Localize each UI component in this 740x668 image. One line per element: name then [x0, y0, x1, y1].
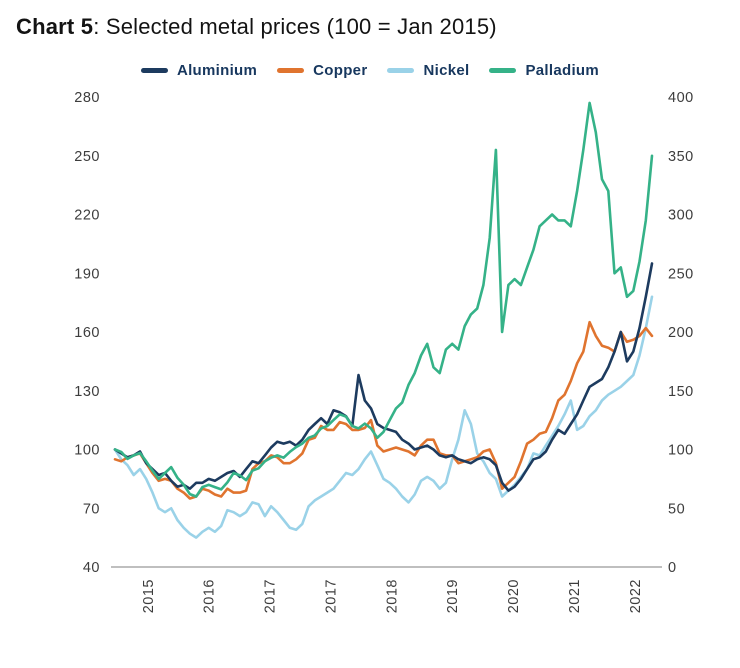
legend-label-aluminium: Aluminium	[176, 62, 258, 79]
y-axis-label-right: 350	[668, 149, 694, 165]
y-axis-label-right: 300	[668, 208, 694, 224]
y-axis-label-right: 200	[668, 325, 694, 341]
y-axis-label-left: 40	[83, 560, 100, 576]
legend-item-aluminium: Aluminium	[140, 62, 258, 79]
y-axis-label-left: 70	[83, 501, 100, 517]
x-axis-label: 2017	[323, 579, 339, 613]
x-axis-label: 2022	[628, 579, 644, 613]
x-axis-label: 2018	[384, 579, 400, 613]
y-axis-label-right: 100	[668, 443, 694, 459]
y-axis-label-left: 280	[74, 90, 100, 106]
x-axis-label: 2017	[263, 579, 279, 613]
y-axis-label-left: 190	[74, 266, 100, 282]
chart-area: 280 250 220 190 160 130 100 70 40 400 350 300 250 200…	[0, 85, 740, 663]
series-line-palladium	[113, 101, 654, 498]
y-axis-label-right: 250	[668, 266, 694, 282]
x-axis-label: 2020	[506, 579, 522, 613]
x-axis-label: 2021	[567, 579, 583, 613]
legend-label-palladium: Palladium	[525, 62, 600, 79]
line-chart: 280 250 220 190 160 130 100 70 40 400 350 300 250 200…	[74, 90, 694, 613]
x-axis-label: 2019	[445, 579, 461, 613]
chart-title-rest: : Selected metal prices (100 = Jan 2015)	[93, 14, 497, 39]
series-line-nickel	[113, 295, 654, 539]
y-axis-label-right: 0	[668, 560, 677, 576]
y-axis-label-left: 250	[74, 149, 100, 165]
chart-legend: Aluminium Copper Nickel Palladium	[0, 62, 740, 79]
series-line-aluminium	[113, 262, 654, 492]
legend-swatch-nickel	[387, 68, 415, 73]
series-line-copper	[113, 320, 654, 500]
y-axis-label-left: 130	[74, 384, 100, 400]
legend-swatch-copper	[277, 68, 305, 73]
y-axis-label-left: 100	[74, 443, 100, 459]
x-axis-label: 2016	[202, 579, 218, 613]
x-axis-label: 2015	[141, 579, 157, 613]
chart-title: Chart 5: Selected metal prices (100 = Ja…	[0, 14, 740, 40]
legend-item-palladium: Palladium	[489, 62, 599, 79]
y-axis-label-left: 160	[74, 325, 100, 341]
y-axis-label-left: 220	[74, 208, 100, 224]
y-axis-label-right: 50	[668, 501, 685, 517]
legend-item-nickel: Nickel	[387, 62, 469, 79]
y-axis-label-right: 400	[668, 90, 694, 106]
legend-label-nickel: Nickel	[423, 62, 470, 79]
y-axis-label-right: 150	[668, 384, 694, 400]
legend-item-copper: Copper	[277, 62, 367, 79]
legend-label-copper: Copper	[313, 62, 368, 79]
legend-swatch-palladium	[489, 68, 517, 73]
chart-title-bold: Chart 5	[16, 14, 94, 39]
legend-swatch-aluminium	[140, 68, 168, 73]
